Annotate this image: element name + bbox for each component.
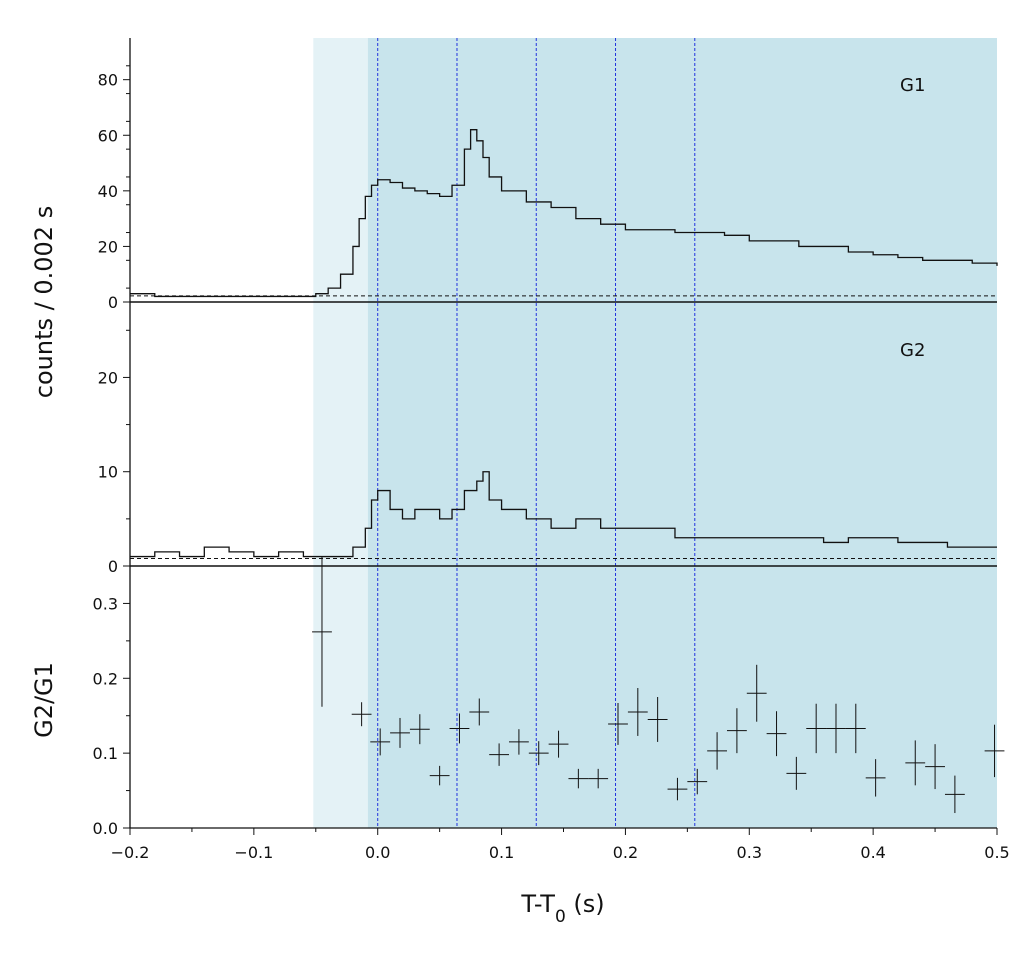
ratio-point-2 (370, 728, 391, 756)
ratio-point-25 (826, 703, 846, 754)
y-axis-label-ratio: G2/G1 (30, 662, 58, 738)
ratio-point-20 (726, 708, 747, 754)
ratio-point-13 (588, 768, 609, 789)
x-tick-label: 0.5 (984, 843, 1009, 862)
ratio-point-14 (608, 702, 628, 745)
ratio-point-8 (489, 743, 510, 766)
y-tick-label-ratio: 0.0 (93, 819, 118, 838)
x-axis-label-subscript: 0 (555, 907, 566, 927)
ratio-point-18 (687, 768, 708, 795)
interval-lines (377, 38, 696, 828)
ratio-point-3 (390, 717, 410, 748)
ratio-point-4 (409, 714, 430, 745)
region-dark (367, 38, 997, 828)
ratio-point-29 (925, 744, 945, 790)
axes-frame (129, 38, 997, 829)
y-axis-label-counts: counts / 0.002 s (30, 206, 58, 398)
ratio-point-26 (845, 703, 866, 754)
trace-g1 (130, 129, 998, 298)
panel-g2: 0 10 20 (98, 329, 997, 576)
x-tick-label: 0.4 (860, 843, 885, 862)
y-tick-label-ratio: 0.1 (93, 744, 118, 763)
ratio-point-16 (647, 697, 668, 742)
x-tick-label: −0.2 (111, 843, 150, 862)
ratio-point-24 (806, 703, 827, 754)
x-tick-label: 0.2 (613, 843, 638, 862)
x-tick-label: 0.0 (365, 843, 390, 862)
x-axis-label-main: T-T (520, 890, 555, 918)
x-tick-label: 0.3 (737, 843, 762, 862)
ratio-point-30 (944, 775, 965, 814)
x-tick-label: −0.1 (234, 843, 273, 862)
ratio-point-12 (568, 768, 589, 789)
panel-label-g1: G1 (900, 75, 925, 96)
ratio-point-22 (766, 711, 787, 757)
trace-g2 (130, 471, 997, 558)
ratio-point-17 (667, 777, 688, 801)
panel-g1: 0 20 40 60 80 (98, 65, 998, 312)
y-tick-label-g1: 40 (98, 182, 118, 201)
ratio-point-1 (351, 702, 372, 727)
ratio-point-27 (865, 759, 886, 797)
ratio-point-23 (786, 756, 807, 790)
y-tick-label-ratio: 0.3 (93, 594, 118, 613)
x-tick-label: 0.1 (489, 843, 514, 862)
ratio-point-5 (429, 765, 450, 786)
ratio-point-21 (746, 664, 767, 722)
y-tick-label-g1: 0 (108, 293, 118, 312)
y-tick-label-g2: 10 (98, 463, 118, 482)
ratio-point-6 (449, 713, 470, 744)
y-tick-label-g1: 60 (98, 126, 118, 145)
y-tick-label-g2: 20 (98, 368, 118, 387)
x-axis-label-unit: (s) (566, 890, 605, 918)
ratio-point-0 (312, 557, 332, 707)
y-tick-label-g1: 20 (98, 237, 118, 256)
ratio-point-10 (528, 741, 549, 766)
region-light (313, 38, 368, 828)
panel-label-g2: G2 (900, 340, 925, 361)
x-axis-label: T-T0 (s) (520, 890, 604, 927)
ratio-point-15 (627, 688, 648, 736)
ratio-point-19 (707, 732, 727, 770)
ratio-point-7 (469, 698, 490, 726)
y-tick-label-g1: 80 (98, 71, 118, 90)
ratio-point-28 (905, 740, 926, 786)
ratio-point-31 (984, 724, 1005, 778)
panel-ratio: 0.0 0.1 0.2 0.3 −0.2 −0.1 0.0 0.1 0.2 0.3 0.4 0.5 (93, 557, 1010, 862)
ratio-point-11 (548, 730, 569, 758)
y-tick-label-ratio: 0.2 (93, 669, 118, 688)
y-tick-label-g2: 0 (108, 557, 118, 576)
shaded-regions (313, 38, 997, 828)
ratio-point-9 (509, 729, 529, 755)
